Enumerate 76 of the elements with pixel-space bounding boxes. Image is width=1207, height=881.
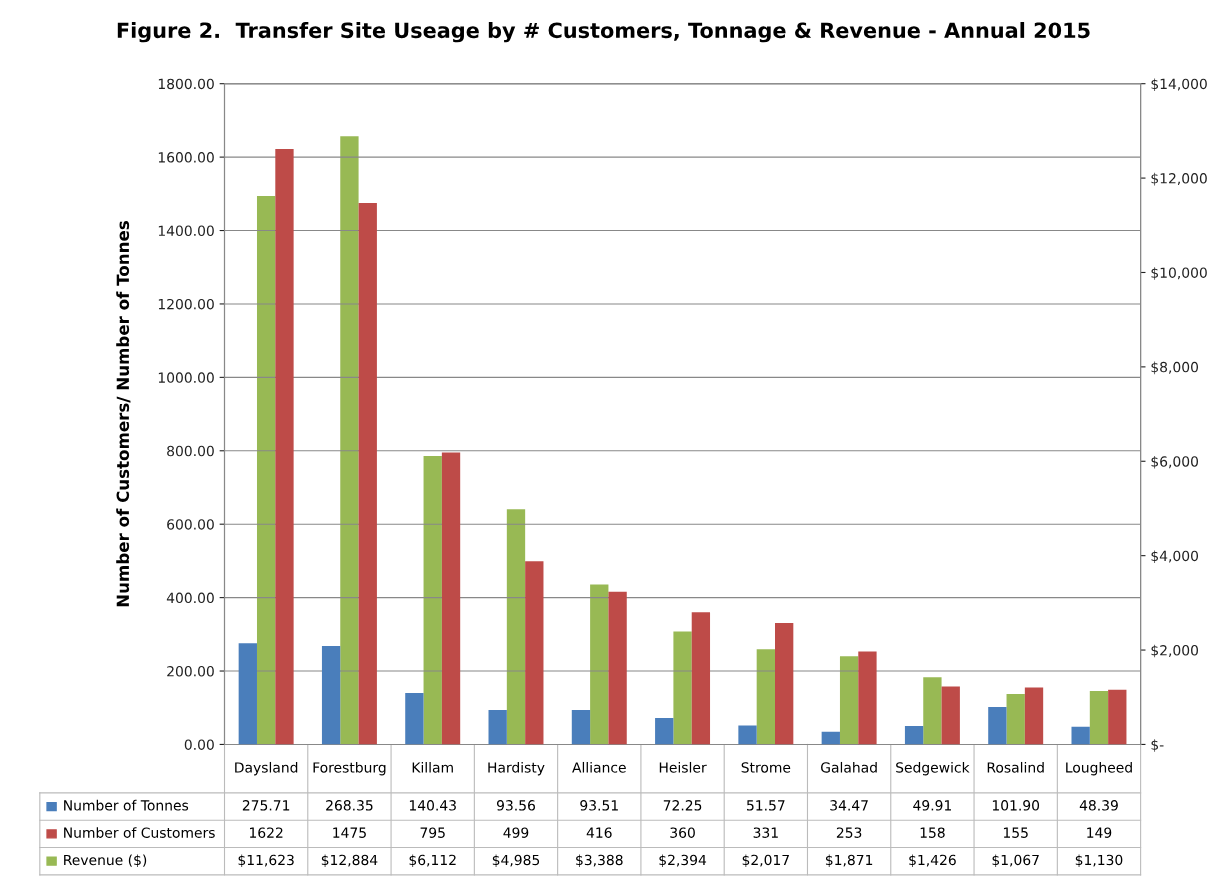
bar	[655, 717, 674, 745]
y-tick-label: 200.00	[167, 666, 214, 677]
data-label: $2,017	[742, 854, 789, 868]
data-label: $1,067	[992, 854, 1039, 868]
data-label: $11,623	[238, 854, 294, 868]
x-tick-label: Daysland	[235, 761, 298, 776]
bar	[488, 710, 507, 745]
y2-tick-label: $12,000	[1151, 172, 1207, 186]
x-tick-label: Lougheed	[1066, 761, 1132, 776]
y-axis-title: Number of Customers/ Number of Tonnes	[116, 221, 131, 607]
data-label: $6,112	[409, 854, 456, 868]
x-tick-label: Galahad	[821, 761, 877, 773]
data-label: 416	[586, 827, 612, 838]
data-label: $1,871	[825, 854, 873, 868]
y-tick-label: 1800.00	[158, 78, 214, 90]
y2-tick-label: $4,000	[1151, 550, 1199, 563]
y-tick-label: 600.00	[167, 519, 214, 530]
data-label: 268.35	[326, 800, 373, 811]
data-label: 149	[1087, 827, 1112, 838]
y-tick-label: 1200.00	[158, 298, 214, 310]
data-label: 1475	[333, 827, 366, 838]
data-label: 51.57	[747, 800, 785, 811]
data-label: $1,130	[1075, 854, 1123, 868]
data-label: $4,985	[492, 854, 540, 868]
x-tick-label: Hardisty	[488, 761, 545, 776]
bar	[321, 645, 341, 745]
bar	[821, 731, 840, 745]
data-label: 331	[753, 827, 778, 838]
bar	[904, 726, 924, 745]
data-label: $1,426	[909, 854, 956, 868]
data-label: 360	[670, 827, 695, 838]
y2-tick-label: $-	[1151, 739, 1164, 752]
data-label: 275.71	[242, 800, 290, 811]
data-label: 93.51	[580, 800, 618, 811]
x-tick-label: Sedgewick	[896, 761, 970, 776]
x-tick-label: Alliance	[572, 761, 626, 773]
data-label: 499	[503, 827, 529, 838]
x-tick-label: Heisler	[659, 761, 707, 773]
data-label: $3,388	[576, 854, 623, 868]
y-tick-label: 1400.00	[158, 225, 214, 236]
x-tick-label: Strome	[741, 762, 791, 773]
y-tick-label: 400.00	[166, 592, 214, 604]
y2-tick-label: $8,000	[1151, 361, 1199, 375]
x-tick-label: Killam	[412, 761, 453, 773]
data-label: 795	[420, 827, 445, 838]
y2-tick-label: $10,000	[1151, 267, 1207, 280]
data-label: 93.56	[496, 800, 535, 811]
data-label: 140.43	[409, 800, 456, 811]
legend-label: Number of Customers	[64, 827, 215, 838]
bar	[738, 725, 757, 745]
bar	[405, 692, 424, 745]
y-tick-label: 800.00	[167, 445, 214, 457]
y2-tick-label: $2,000	[1151, 644, 1199, 658]
bar	[571, 710, 591, 745]
data-label: 49.91	[913, 800, 952, 811]
data-label: $2,394	[659, 854, 707, 868]
y2-tick-label: $6,000	[1151, 455, 1199, 469]
y2-tick-label: $14,000	[1151, 78, 1207, 92]
data-label: $12,884	[321, 854, 378, 868]
y-tick-label: 1000.00	[158, 372, 214, 383]
data-label: 155	[1003, 827, 1028, 838]
data-label: 72.25	[663, 800, 702, 811]
data-label: 34.47	[830, 800, 868, 811]
data-label: 158	[920, 827, 945, 838]
data-label: 253	[836, 827, 862, 838]
y-tick-label: 0.00	[184, 739, 214, 750]
bar	[238, 643, 257, 745]
data-label: 1622	[250, 827, 283, 838]
legend-label: Revenue ($)	[64, 854, 147, 868]
data-label: 101.90	[992, 800, 1040, 811]
data-label: 48.39	[1079, 800, 1118, 811]
chart-title: Figure 2. Transfer Site Useage by # Customers, Tonnage & Revenue - Annual 2015	[117, 22, 1090, 43]
legend-label: Number of Tonnes	[64, 799, 189, 811]
y-tick-label: 1600.00	[158, 152, 214, 163]
x-tick-label: Forestburg	[313, 761, 386, 776]
x-tick-label: Rosalind	[987, 761, 1044, 773]
